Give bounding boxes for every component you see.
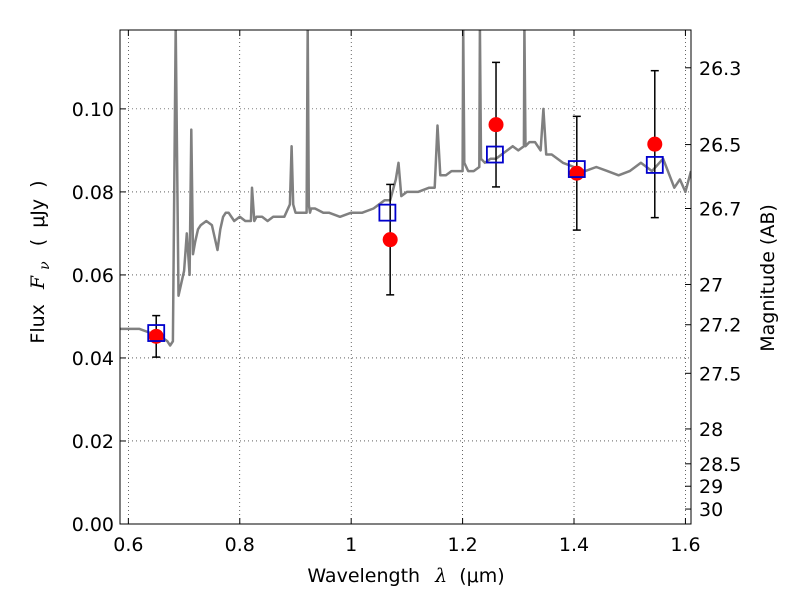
y2-tick-label: 27.2 <box>699 315 741 337</box>
axes: 0.6 0.8 1 1.2 1.4 1.6 0.00 0.02 0.04 0.06 0.08 0.10… <box>72 30 741 556</box>
y2-tick-label: 30 <box>699 499 723 521</box>
y2-tick-label: 26.7 <box>699 199 741 221</box>
plot-area <box>120 30 691 358</box>
plot-frame <box>119 29 692 525</box>
y-axis-title: Flux F ν ( μJy ) <box>27 180 54 343</box>
y-axis-label: Flux <box>27 304 49 344</box>
y2-tick-label: 29 <box>699 476 723 498</box>
observed-point <box>647 136 663 152</box>
observed-point <box>382 232 398 248</box>
x-tick-label: 0.8 <box>225 534 255 556</box>
y-axis-unit-close: ) <box>27 180 49 187</box>
model-point <box>567 160 586 178</box>
y-tick-label: 0.10 <box>72 99 114 121</box>
observed-point <box>488 117 504 133</box>
y2-tick-label: 26.5 <box>699 135 741 157</box>
y2-axis-title: Magnitude (AB) <box>757 204 779 352</box>
y-tick-label: 0.02 <box>72 431 114 453</box>
x-axis-unit: (μm) <box>459 565 504 587</box>
y-tick-label: 0.08 <box>72 182 114 204</box>
model-point <box>378 203 397 222</box>
model-point <box>645 156 664 174</box>
observed-point <box>148 328 164 344</box>
x-tick-label: 0.6 <box>113 534 143 556</box>
y2-tick-label: 26.3 <box>699 58 741 80</box>
y-tick-label: 0.04 <box>72 348 114 370</box>
y-axis-symbol: F <box>27 275 49 290</box>
y2-tick-label: 28.5 <box>699 454 741 476</box>
grid-lines <box>120 30 691 525</box>
y-tick-label: 0.06 <box>72 265 114 287</box>
spectrum-line <box>120 30 691 347</box>
y2-tick-label: 27.5 <box>699 363 741 385</box>
y-tick-label: 0.00 <box>72 514 114 536</box>
observed-point <box>569 165 585 181</box>
x-tick-label: 1.4 <box>559 534 589 556</box>
y-axis-unit-open: ( <box>27 239 49 246</box>
x-tick-label: 1 <box>345 534 357 556</box>
x-tick-label: 1.2 <box>447 534 477 556</box>
y-axis-unit: μJy <box>27 199 49 228</box>
x-axis-symbol: λ <box>434 565 447 587</box>
y-axis-subscript: ν <box>37 261 53 270</box>
model-point <box>147 324 166 342</box>
model-point <box>486 145 504 164</box>
x-tick-label: 1.6 <box>670 534 700 556</box>
y2-tick-label: 28 <box>699 419 723 441</box>
x-axis-label: Wavelength <box>307 565 420 587</box>
x-axis-title: Wavelength λ (μm) <box>307 565 504 587</box>
y2-tick-label: 27 <box>699 274 723 296</box>
